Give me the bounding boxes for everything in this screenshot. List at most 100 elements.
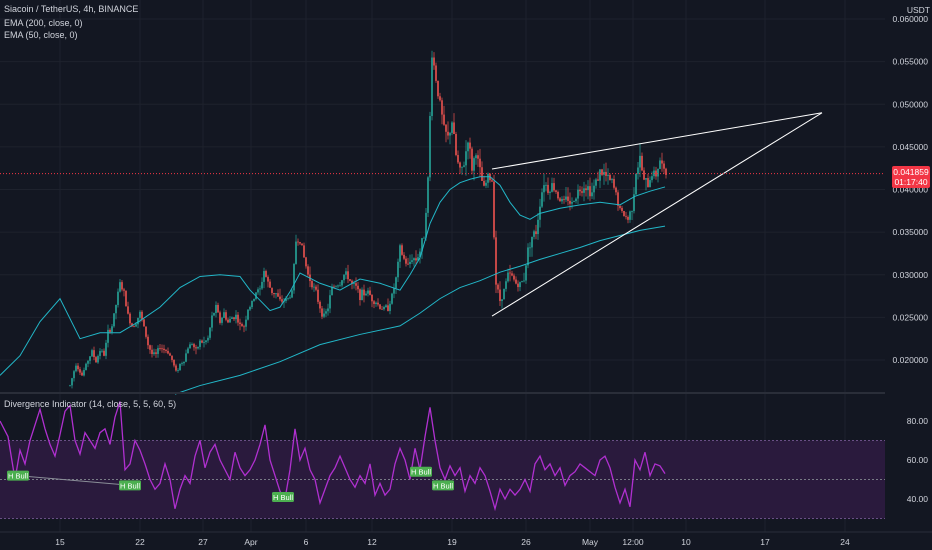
divergence-oscillator [0, 401, 666, 512]
bearish-candle [217, 304, 219, 313]
bullish-candle [187, 348, 189, 354]
bullish-candle [87, 360, 89, 364]
bearish-candle [453, 122, 455, 134]
bullish-candle [287, 297, 289, 299]
bullish-candle [645, 178, 647, 180]
bullish-candle [211, 315, 213, 328]
bullish-candle [101, 350, 103, 352]
bullish-candle [587, 186, 589, 191]
bearish-candle [403, 254, 405, 259]
bullish-candle [325, 311, 327, 314]
bullish-candle [235, 314, 237, 320]
bearish-candle [267, 276, 269, 282]
bearish-candle [609, 174, 611, 181]
bearish-candle [621, 207, 623, 212]
bullish-candle [341, 280, 343, 286]
bearish-candle [163, 348, 165, 351]
bullish-candle [285, 298, 287, 302]
bearish-candle [281, 299, 283, 302]
bearish-candle [439, 96, 441, 101]
bullish-candle [523, 280, 525, 282]
bearish-candle [109, 329, 111, 333]
trendline [491, 112, 823, 170]
bullish-candle [323, 313, 325, 317]
bearish-candle [355, 283, 357, 286]
h-bull-label: H Bull [273, 493, 293, 502]
bullish-candle [203, 342, 205, 343]
bearish-candle [305, 257, 307, 267]
price-axis[interactable] [885, 0, 932, 550]
bearish-candle [615, 187, 617, 193]
bearish-candle [617, 192, 619, 206]
current-price-tag: 0.041859 01:17:40 [892, 166, 930, 188]
bearish-candle [349, 279, 351, 281]
bullish-candle [177, 370, 179, 371]
bullish-candle [521, 281, 523, 283]
h-bull-signal: H Bull [119, 480, 141, 491]
bullish-candle [639, 155, 641, 168]
bearish-candle [225, 312, 227, 320]
bullish-candle [473, 158, 475, 171]
ema200-legend[interactable]: EMA (200, close, 0) [4, 18, 83, 28]
time-tick-label: 10 [681, 537, 691, 547]
bearish-candle [569, 200, 571, 204]
bearish-candle [359, 289, 361, 301]
bearish-candle [143, 319, 145, 327]
bullish-candle [551, 183, 553, 192]
price-tick-label: 0.055000 [893, 57, 929, 67]
bearish-candle [241, 323, 243, 327]
bearish-candle [299, 242, 301, 244]
time-axis[interactable] [0, 532, 932, 550]
bullish-candle [417, 257, 419, 261]
time-tick-label: 24 [840, 537, 850, 547]
bullish-candle [115, 304, 117, 314]
bearish-candle [443, 114, 445, 125]
bearish-candle [147, 336, 149, 346]
pane-separator[interactable] [0, 392, 885, 394]
bullish-candle [659, 160, 661, 169]
price-tick-label: 0.045000 [893, 142, 929, 152]
bullish-candle [399, 245, 401, 262]
bullish-candle [525, 265, 527, 281]
bullish-candle [117, 291, 119, 305]
bullish-candle [111, 326, 113, 333]
bullish-candle [571, 202, 573, 204]
h-bull-label: H Bull [120, 481, 140, 490]
h-bull-badge [432, 480, 454, 491]
ema50-legend[interactable]: EMA (50, close, 0) [4, 30, 78, 40]
bullish-candle [561, 198, 563, 202]
bullish-candle [251, 300, 253, 308]
bearish-candle [145, 326, 147, 337]
bullish-candle [183, 361, 185, 364]
bullish-candle [505, 281, 507, 289]
bearish-candle [219, 312, 221, 323]
bullish-candle [85, 363, 87, 371]
bull-divergence-line [17, 475, 131, 486]
bearish-candle [173, 359, 175, 366]
bullish-candle [467, 142, 469, 152]
bullish-candle [231, 317, 233, 319]
bullish-candle [501, 299, 503, 302]
bullish-candle [245, 319, 247, 327]
time-tick-label: 12:00 [622, 537, 644, 547]
bearish-candle [347, 271, 349, 280]
oscillator-legend[interactable]: Divergence Indicator (14, close, 5, 5, 6… [4, 399, 177, 409]
bullish-candle [105, 342, 107, 356]
bearish-candle [227, 319, 229, 323]
bearish-candle [491, 180, 493, 182]
bullish-candle [541, 192, 543, 207]
bearish-candle [351, 280, 353, 284]
bullish-candle [427, 177, 429, 213]
bearish-candle [563, 198, 565, 200]
trendlines[interactable] [491, 112, 823, 317]
bearish-candle [301, 243, 303, 246]
bearish-candle [125, 290, 127, 307]
symbol-legend[interactable]: Siacoin / TetherUS, 4h, BINANCE [4, 4, 139, 14]
time-tick-label: 6 [304, 537, 309, 547]
bearish-candle [479, 158, 481, 168]
bearish-candle [553, 183, 555, 191]
bullish-candle [527, 247, 529, 266]
bearish-candle [149, 345, 151, 350]
bullish-candle [411, 260, 413, 262]
